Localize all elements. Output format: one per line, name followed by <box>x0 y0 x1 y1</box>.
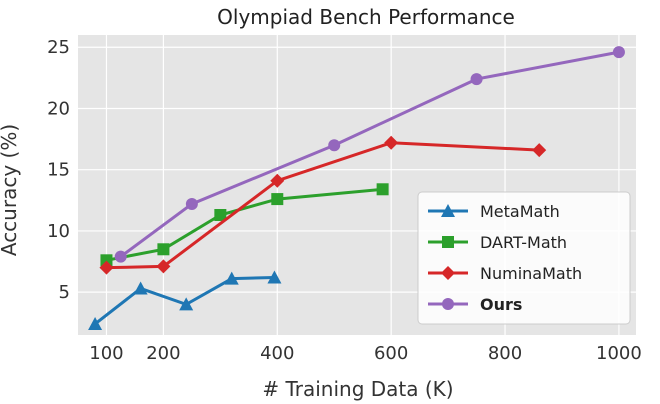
legend-label: MetaMath <box>480 202 560 221</box>
x-tick-label: 1000 <box>596 343 642 364</box>
x-tick-label: 200 <box>146 343 180 364</box>
x-tick-labels: 100 200 400 600 800 1000 <box>89 343 642 364</box>
data-point <box>442 298 454 310</box>
data-point <box>328 139 340 151</box>
y-tick-label: 25 <box>47 37 70 58</box>
y-axis-label: Accuracy (%) <box>0 124 21 256</box>
data-point <box>377 183 389 195</box>
data-point <box>613 46 625 58</box>
data-point <box>186 198 198 210</box>
x-tick-label: 600 <box>374 343 408 364</box>
y-tick-label: 20 <box>47 98 70 119</box>
y-tick-label: 15 <box>47 160 70 181</box>
data-point <box>442 236 454 248</box>
data-point <box>471 73 483 85</box>
data-point <box>115 251 127 263</box>
y-tick-label: 10 <box>47 221 70 242</box>
y-tick-label: 5 <box>59 282 70 303</box>
y-tick-labels: 5 10 15 20 25 <box>47 37 70 303</box>
data-point <box>271 193 283 205</box>
x-tick-label: 800 <box>488 343 522 364</box>
legend: MetaMath DART-Math NuminaMath Ours <box>418 192 630 324</box>
x-axis-label: # Training Data (K) <box>262 377 453 401</box>
legend-label: NuminaMath <box>480 264 582 283</box>
x-tick-label: 400 <box>260 343 294 364</box>
chart-title: Olympiad Bench Performance <box>217 5 515 29</box>
legend-label: DART-Math <box>480 233 567 252</box>
x-tick-label: 100 <box>89 343 123 364</box>
legend-label: Ours <box>480 295 522 314</box>
data-point <box>157 243 169 255</box>
